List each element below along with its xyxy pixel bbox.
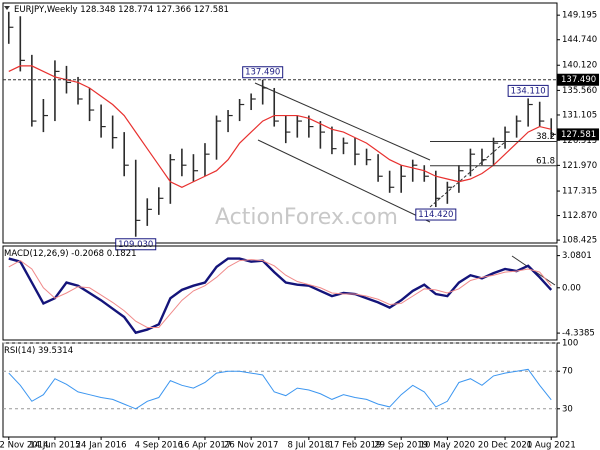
indicator-name: MACD(12,26,9) (4, 249, 69, 259)
y-tick-label: 126.515 (562, 136, 597, 146)
y-tick-label: 131.105 (562, 110, 597, 120)
channel-upper (254, 82, 431, 161)
x-tick-label: 26 Nov 2017 (224, 441, 278, 450)
trend-lines (254, 82, 556, 286)
x-tick-label: 8 Jul 2018 (288, 441, 331, 450)
fib-label: 38.2 (536, 132, 555, 142)
quote-value: 128.348 (80, 5, 115, 15)
signal-line (8, 259, 552, 328)
panel-frame (2, 245, 558, 341)
y-tick-label: 121.970 (562, 161, 597, 171)
annotation-box (115, 238, 157, 251)
annotation: 109.030 (115, 238, 157, 251)
price-tag (557, 128, 599, 141)
annotation: 134.110 (507, 84, 549, 97)
support-line (429, 141, 506, 208)
indicator-value: 39.5314 (38, 346, 73, 356)
rsi-line (8, 368, 552, 410)
quote-value: 127.581 (194, 5, 229, 15)
x-tick-label: 1 Aug 2021 (527, 441, 576, 450)
annotation-label: 114.420 (418, 210, 453, 220)
y-tick-label: 117.315 (562, 187, 597, 197)
y-tick-label: 140.120 (562, 61, 597, 71)
annotation-label: 137.490 (245, 68, 280, 78)
price-tag-label: 137.490 (561, 75, 596, 85)
indicator-value: 0.1821 (107, 249, 137, 259)
x-tick-label: 2 Nov 2014 (0, 441, 49, 450)
fib-label: 61.8 (536, 156, 555, 166)
annotation: 137.490 (242, 66, 284, 79)
panel-title: MACD(12,26,9) -0.2068 0.1821 (4, 249, 137, 259)
price-tag-label: 127.581 (561, 130, 596, 140)
menu-arrow (4, 6, 10, 10)
panel-frame (2, 342, 558, 438)
x-tick-label: 14 Jun 2015 (29, 441, 80, 450)
indicator-name: RSI(14) (4, 346, 35, 356)
quote-value: 127.366 (156, 5, 191, 15)
y-tick-label: 100 (562, 339, 578, 349)
annotation-box (242, 66, 284, 79)
x-tick-label: 4 Sep 2016 (135, 441, 183, 450)
y-tick-label: 135.560 (562, 86, 597, 96)
y-tick-label: 3.0801 (562, 251, 592, 261)
y-tick-label: 108.425 (562, 236, 597, 246)
annotation-label: 134.110 (511, 86, 546, 96)
panel-title: EURJPY,Weekly 128.348 128.774 127.366 12… (14, 5, 229, 15)
annotation-label: 109.030 (118, 240, 153, 250)
annotation-box (415, 208, 457, 221)
y-tick-label: 112.870 (562, 211, 597, 221)
annotation-box (507, 84, 549, 97)
y-tick-label: 0.00 (562, 283, 581, 293)
y-tick-label: 30 (562, 404, 573, 414)
moving-average (8, 65, 552, 188)
channel-lower (257, 139, 431, 223)
symbol: EURJPY,Weekly (14, 5, 78, 15)
indicator-value: -0.2068 (71, 249, 104, 259)
x-tick-label: 20 Dec 2020 (478, 441, 532, 450)
x-tick-label: 29 Sep 2019 (374, 441, 428, 450)
annotation: 114.420 (415, 208, 457, 221)
x-tick-label: 24 Jan 2016 (76, 441, 127, 450)
y-tick-label: -4.3385 (562, 329, 595, 339)
macd-line (8, 257, 553, 335)
y-tick-label: 144.740 (562, 35, 597, 45)
x-tick-label: 10 May 2020 (420, 441, 475, 450)
y-tick-label: 149.195 (562, 11, 597, 21)
panel-frame (2, 2, 558, 244)
x-tick-label: 16 Apr 2017 (179, 441, 232, 450)
price-tag (557, 73, 599, 86)
panel-title: RSI(14) 39.5314 (4, 346, 73, 356)
y-tick-label: 70 (562, 367, 573, 377)
x-tick-label: 17 Feb 2019 (329, 441, 382, 450)
quote-value: 128.774 (118, 5, 153, 15)
watermark: ActionForex.com (215, 205, 398, 230)
